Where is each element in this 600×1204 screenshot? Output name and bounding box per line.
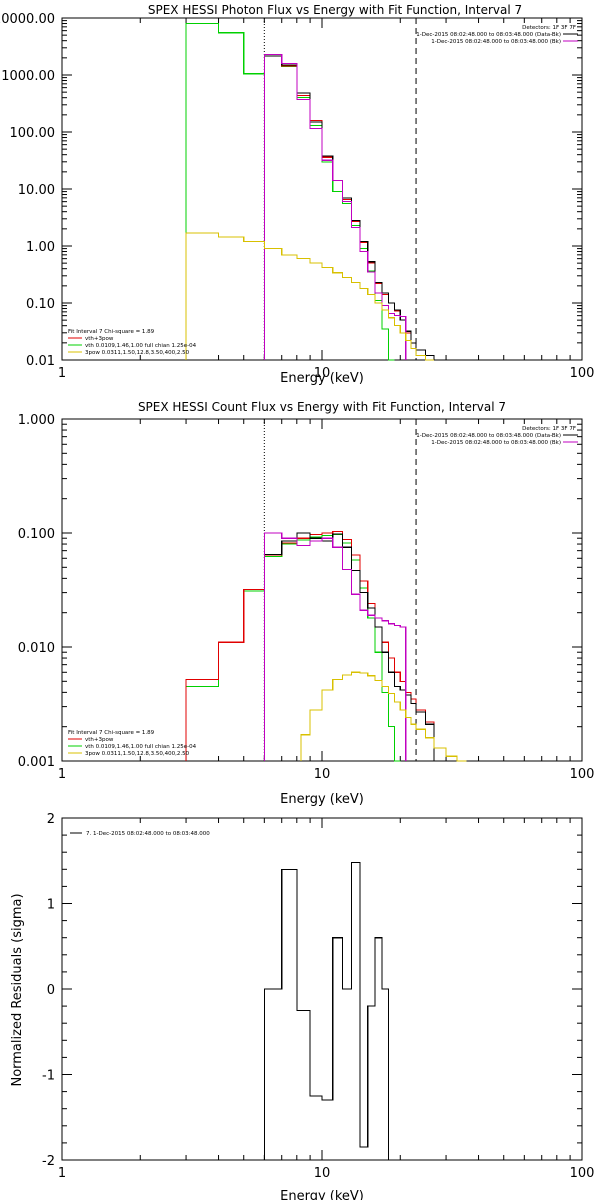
x-tick-label: 1: [58, 366, 66, 381]
panel3-series: [263, 861, 417, 1161]
panel1-x-ticks: 1 10 100: [58, 18, 595, 381]
x-tick-label: 100: [570, 1166, 595, 1181]
panel2-x-ticks: 1 10 100: [58, 419, 595, 782]
y-tick-label: 0.01: [26, 354, 55, 369]
panel1-fit-entry: 3pow 0.0311,1.50,12.8,3.50,400,2.50: [85, 350, 190, 356]
panel1-legend-header: Detectors: 1F 3F 7F: [522, 25, 576, 31]
y-tick-label: 10000.00: [0, 12, 55, 27]
panel3-x-ticks: 1 10 100: [58, 818, 595, 1181]
panel2-legend-top: Detectors: 1F 3F 7F 1-Dec-2015 08:02:48.…: [416, 426, 578, 446]
panel3-legend-entry: 7. 1-Dec-2015 08:02:48.000 to 08:03:48.0…: [86, 831, 210, 837]
series-step-line: [263, 55, 447, 361]
panel2-legend-entry: 1-Dec-2015 08:02:48.000 to 08:03:48.000 …: [431, 440, 561, 446]
x-tick-label: 100: [570, 767, 595, 782]
y-tick-label: -2: [42, 1154, 55, 1169]
y-tick-label: 2: [47, 812, 55, 827]
y-tick-label: 10.00: [18, 183, 55, 198]
y-tick-label: 1.00: [26, 240, 55, 255]
panel2-y-ticks: 0.001 0.010 0.100 1.000: [18, 413, 582, 770]
panel2-legend-bottom: Fit Interval 7 Chi-square = 1.89 vth+3po…: [68, 730, 197, 757]
series-step-line: [185, 232, 435, 361]
panel3-y-ticks: -2 -1 0 1 2: [42, 812, 582, 1169]
photon-flux-panel: SPEX HESSI Photon Flux vs Energy with Fi…: [0, 3, 594, 386]
panel2-fit-entry: 3pow 0.0311,1.50,12.8,3.50,400,2.50: [85, 751, 190, 757]
panel2-fit-entry: vth 0.0109,1.46,1.00 full chian 1.25e-04: [85, 744, 197, 750]
y-tick-label: 100.00: [10, 126, 56, 141]
panel1-fit-header: Fit Interval 7 Chi-square = 1.89: [68, 329, 155, 335]
series-step-line: [300, 671, 467, 762]
panel2-series: [185, 530, 467, 762]
panel3-x-axis-label: Energy (keV): [280, 1189, 364, 1200]
y-tick-label: 0.001: [18, 755, 55, 770]
series-step-line: [185, 22, 395, 361]
panel1-legend-entry: 1-Dec-2015 08:02:48.000 to 08:03:48.000 …: [416, 32, 561, 38]
panel3-y-axis-label: Normalized Residuals (sigma): [10, 893, 25, 1086]
panel2-fit-header: Fit Interval 7 Chi-square = 1.89: [68, 730, 155, 736]
panel1-x-axis-label: Energy (keV): [280, 371, 364, 386]
panel2-vlines: [263, 419, 417, 761]
panel1-legend-entry: 1-Dec-2015 08:02:48.000 to 08:03:48.000 …: [431, 39, 561, 45]
y-tick-label: 1000.00: [1, 69, 55, 84]
panel2-title: SPEX HESSI Count Flux vs Energy with Fit…: [138, 400, 506, 414]
panel3-legend: 7. 1-Dec-2015 08:02:48.000 to 08:03:48.0…: [70, 831, 210, 837]
count-flux-panel: SPEX HESSI Count Flux vs Energy with Fit…: [18, 400, 595, 807]
x-tick-label: 10: [314, 1166, 331, 1181]
series-step-line: [263, 532, 435, 761]
panel1-fit-entry: vth 0.0109,1.46,1.00 full chian 1.25e-04: [85, 343, 197, 349]
y-tick-label: 0.100: [18, 527, 55, 542]
panel2-legend-header: Detectors: 1F 3F 7F: [522, 426, 576, 432]
x-tick-label: 100: [570, 366, 595, 381]
series-step-line: [263, 532, 407, 761]
x-tick-label: 1: [58, 767, 66, 782]
panel1-y-ticks: 0.01 0.10 1.00 10.00 100.00 1000.00 10000.00: [0, 12, 582, 369]
series-step-line: [185, 530, 435, 761]
x-tick-label: 10: [314, 366, 331, 381]
y-tick-label: 1: [47, 898, 55, 913]
y-tick-label: 1.000: [18, 413, 55, 428]
residuals-panel: -2 -1 0 1 2 1 10 100 Energy (keV) Normalized R…: [10, 812, 595, 1204]
panel3-frame: [61, 817, 583, 1161]
panel2-x-axis-label: Energy (keV): [280, 792, 364, 807]
y-tick-label: 0.10: [26, 297, 55, 312]
panel1-frame: [61, 17, 583, 361]
y-tick-label: -1: [42, 1069, 55, 1084]
x-tick-label: 10: [314, 767, 331, 782]
series-step-line: [263, 861, 417, 1161]
series-step-line: [263, 53, 407, 360]
panel1-fit-entry: vth+3pow: [85, 336, 114, 342]
y-tick-label: 0: [47, 983, 55, 998]
panel1-legend-top: Detectors: 1F 3F 7F 1-Dec-2015 08:02:48.…: [416, 25, 578, 45]
x-tick-label: 1: [58, 1166, 66, 1181]
panel1-legend-bottom: Fit Interval 7 Chi-square = 1.89 vth+3po…: [68, 329, 197, 356]
panel2-legend-entry: 1-Dec-2015 08:02:48.000 to 08:03:48.000 …: [416, 433, 561, 439]
panel1-title: SPEX HESSI Photon Flux vs Energy with Fi…: [148, 3, 522, 17]
y-tick-label: 0.010: [18, 641, 55, 656]
panel1-series: [185, 22, 447, 361]
series-step-line: [263, 55, 447, 361]
panel2-fit-entry: vth+3pow: [85, 737, 114, 743]
panel1-vlines: [263, 18, 417, 360]
